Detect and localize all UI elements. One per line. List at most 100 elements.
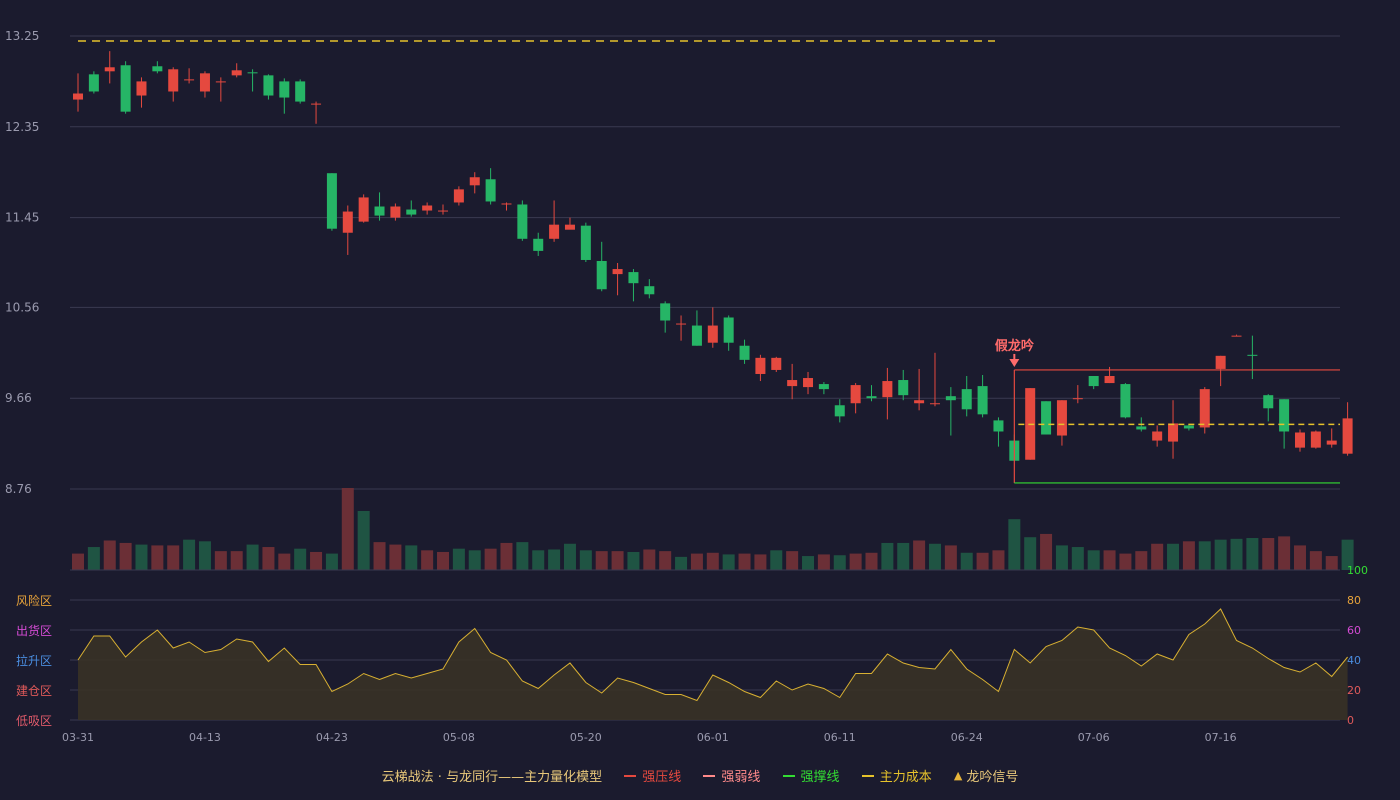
candle-body <box>73 93 83 100</box>
volume-bar <box>786 551 799 570</box>
candle-body <box>1215 355 1226 369</box>
candle-body <box>453 189 464 203</box>
legend-item-strength[interactable]: 强弱线 <box>703 766 760 785</box>
candle-body <box>961 389 972 410</box>
zone-label: 出货区 <box>16 623 52 638</box>
volume-bar <box>87 547 100 570</box>
legend-label-strength: 强弱线 <box>721 770 761 785</box>
legend-item-signal[interactable]: ▲ 龙吟信号 <box>954 766 1018 785</box>
volume-bar <box>944 545 957 570</box>
candle-body <box>945 396 956 401</box>
x-axis: 03-31 04-13 04-23 05-08 05-20 06-01 06-11 06-24… <box>62 731 1237 744</box>
legend-label-support: 强撑线 <box>800 770 840 785</box>
signal-arrow <box>1009 358 1020 367</box>
volume-bar <box>262 547 275 570</box>
signal-triangle-icon: ▲ <box>953 769 963 782</box>
candle-body <box>104 67 115 72</box>
oscillator-line <box>77 608 1348 702</box>
candle-body <box>1310 431 1321 448</box>
osc-tick-label: 80 <box>1347 594 1361 607</box>
volume-bar <box>135 544 148 570</box>
zone-label: 建仓区 <box>16 684 52 698</box>
volume-bar <box>294 548 307 570</box>
osc-tick-label: 20 <box>1347 684 1361 697</box>
candle-body <box>1183 425 1194 429</box>
candle-body <box>818 384 829 390</box>
price-tick-label: 9.66 <box>5 391 32 405</box>
candle-body <box>691 325 702 346</box>
volume-bar <box>690 553 703 570</box>
x-tick-label: 07-06 <box>1078 731 1110 744</box>
volume-bar <box>230 551 243 570</box>
candle-body <box>1199 389 1210 428</box>
x-tick-label: 06-11 <box>824 731 856 744</box>
volume-bar <box>1309 551 1322 570</box>
legend-item-cost[interactable]: 主力成本 <box>861 766 932 785</box>
volume-bar <box>389 544 402 570</box>
volume-bar <box>722 554 735 570</box>
volume-bar <box>357 510 370 570</box>
x-tick-label: 06-24 <box>951 731 983 744</box>
volume-bar <box>802 556 815 570</box>
candle-body <box>184 79 195 81</box>
volume-bar <box>119 542 132 570</box>
candle-body <box>564 224 575 230</box>
signal-label: 假龙吟 <box>995 338 1034 354</box>
candle-body <box>993 420 1004 432</box>
candle-body <box>326 173 337 229</box>
volume-bar <box>1198 541 1211 570</box>
legend-label-signal: 龙吟信号 <box>966 770 1019 785</box>
volume-bar <box>500 542 513 570</box>
volume-bar <box>1119 553 1132 570</box>
candle-body <box>279 81 290 98</box>
volume-bar <box>913 540 926 570</box>
volume-bar <box>341 488 354 570</box>
volume-bar <box>1040 533 1053 570</box>
volume-bar <box>1214 539 1227 570</box>
candle-body <box>596 260 607 290</box>
volume-bar <box>1135 551 1148 570</box>
candle-body <box>88 74 99 92</box>
candle-body <box>485 179 496 202</box>
candle-body <box>1056 400 1067 436</box>
candle-body <box>358 197 369 222</box>
oscillator-area <box>78 609 1348 720</box>
volume-bar <box>865 552 878 570</box>
volume-bar <box>1055 545 1068 570</box>
legend-model-title: 云梯战法 · 与龙同行——主力量化模型 <box>381 770 603 785</box>
x-tick-label: 04-13 <box>189 731 221 744</box>
zone-label: 拉升区 <box>16 653 52 668</box>
volume-bar <box>770 550 783 570</box>
candle-body <box>771 357 782 370</box>
legend-item-support[interactable]: 强撑线 <box>782 766 840 785</box>
candle-body <box>914 400 925 404</box>
candle-body <box>1263 395 1274 409</box>
osc-tick-label: 100 <box>1347 564 1368 577</box>
candle-body <box>342 211 353 233</box>
volume-bar <box>310 551 323 570</box>
candle-body <box>549 224 560 239</box>
volume-bar <box>373 542 386 570</box>
x-tick-label: 06-01 <box>697 731 729 744</box>
volume-bar <box>1278 536 1291 570</box>
volume-bar <box>1103 550 1116 570</box>
legend-item-resistance[interactable]: 强压线 <box>624 766 681 785</box>
volume-bar <box>833 555 846 570</box>
volume-bar <box>675 556 688 570</box>
candle-body <box>866 396 877 399</box>
volume-bar <box>278 553 291 570</box>
candle-body <box>787 380 798 387</box>
price-tick-label: 10.56 <box>5 300 39 314</box>
price-axis: 13.25 12.35 11.45 10.56 9.66 8.76 <box>5 29 39 496</box>
volume-bar <box>1341 539 1354 570</box>
volume-bar <box>246 544 259 570</box>
x-tick-label: 03-31 <box>62 731 94 744</box>
candle-body <box>215 81 226 83</box>
candle-body <box>1279 399 1290 432</box>
price-tick-label: 11.45 <box>5 211 39 225</box>
volume-bar <box>992 550 1005 570</box>
candle-body <box>882 381 893 398</box>
volume-bar <box>452 548 465 570</box>
volume-bar <box>976 552 989 570</box>
